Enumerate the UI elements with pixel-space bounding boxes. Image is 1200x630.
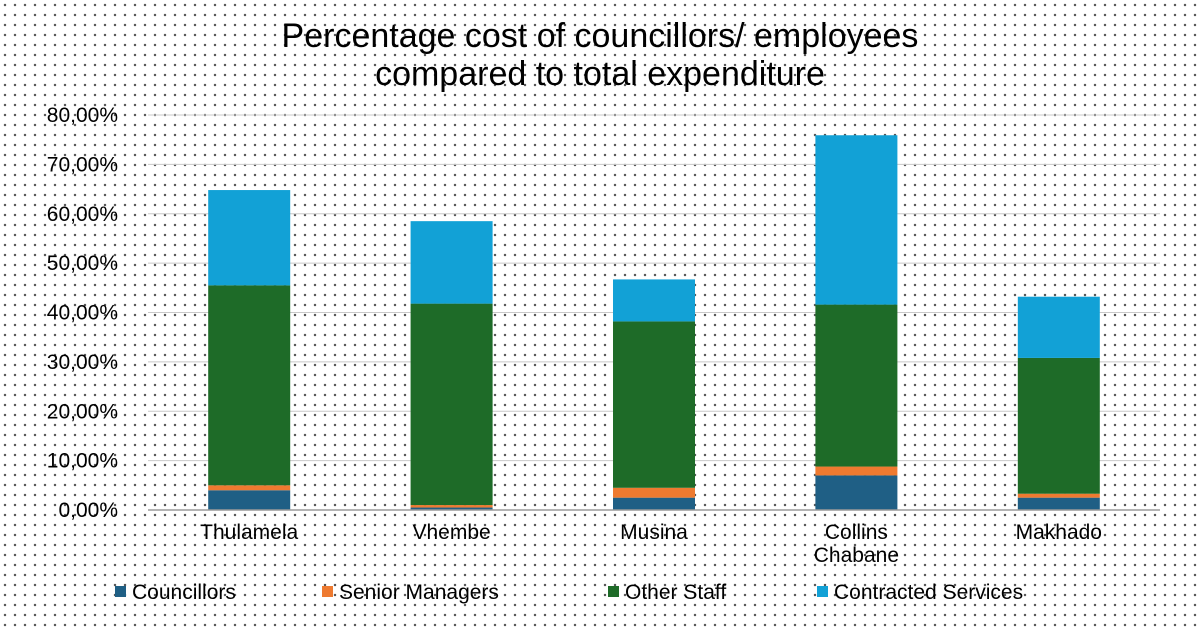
bar-segment-senior-managers <box>208 485 291 491</box>
x-category-label: Vhembe <box>412 521 490 544</box>
y-tick-label: 30,00% <box>47 351 118 374</box>
legend: Councillors Senior Managers Other Staff Con… <box>115 581 1023 604</box>
x-category-label: Musina <box>620 521 688 544</box>
legend-label: Other Staff <box>625 581 726 604</box>
bars <box>208 135 1100 510</box>
bar-stack <box>208 190 291 510</box>
bar-segment-other-staff <box>613 321 695 488</box>
bar-segment-contracted-services <box>1017 296 1100 358</box>
y-tick-label: 80,00% <box>47 104 118 127</box>
legend-swatch <box>115 586 126 597</box>
bar-stack <box>815 135 898 510</box>
bar-segment-other-staff <box>410 303 493 506</box>
x-category-label: Collins <box>825 521 888 544</box>
bar-segment-senior-managers <box>1017 493 1100 498</box>
x-category-label: Chabane <box>814 544 899 567</box>
bar-stack <box>613 279 695 510</box>
y-tick-label: 70,00% <box>47 153 118 176</box>
chart-title-line: Percentage cost of councillors/ employee… <box>282 17 919 55</box>
legend-swatch <box>608 586 619 597</box>
legend-swatch <box>817 586 828 597</box>
bar-segment-councillors <box>410 507 493 510</box>
y-tick-label: 10,00% <box>47 450 118 473</box>
bar-segment-other-staff <box>208 285 291 486</box>
legend-swatch <box>322 586 333 597</box>
bar-segment-other-staff <box>815 304 898 467</box>
bar-segment-contracted-services <box>815 135 898 305</box>
y-tick-label: 20,00% <box>47 400 118 423</box>
x-category-label: Thulamela <box>200 521 298 544</box>
bar-segment-councillors <box>613 497 695 510</box>
y-tick-label: 0,00% <box>58 499 118 522</box>
bar-segment-councillors <box>815 475 898 510</box>
bar-segment-senior-managers <box>613 487 695 498</box>
bar-stack <box>1017 296 1100 510</box>
bar-stack <box>410 221 493 510</box>
y-tick-label: 60,00% <box>47 203 118 226</box>
bar-segment-councillors <box>208 490 291 510</box>
x-category-label: Makhado <box>1016 521 1102 544</box>
y-axis-tick-labels: 0,00% 10,00% 20,00% 30,00% 40,00% 50,00% 60,00… <box>47 104 118 522</box>
chart-title-line: compared to total expenditure <box>375 55 825 93</box>
bar-segment-contracted-services <box>613 279 695 322</box>
bar-segment-councillors <box>1017 497 1100 510</box>
legend-label: Councillors <box>132 581 236 604</box>
legend-label: Contracted Services <box>834 581 1023 604</box>
legend-label: Senior Managers <box>339 581 499 604</box>
y-tick-label: 50,00% <box>47 252 118 275</box>
bar-segment-contracted-services <box>410 221 493 304</box>
bar-segment-other-staff <box>1017 357 1100 494</box>
bar-segment-senior-managers <box>815 466 898 476</box>
y-tick-label: 40,00% <box>47 302 118 325</box>
chart-title: Percentage cost of councillors/ employee… <box>282 17 919 93</box>
bar-segment-senior-managers <box>410 505 493 508</box>
bar-segment-contracted-services <box>208 190 291 286</box>
